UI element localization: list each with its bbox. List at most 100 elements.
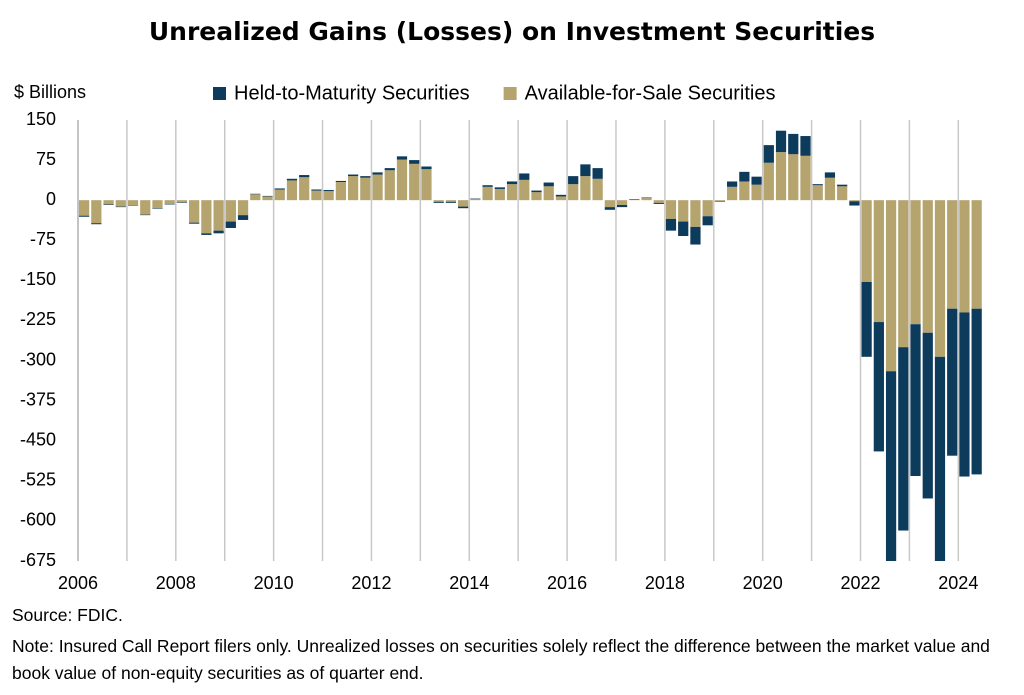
bar-segment bbox=[824, 177, 836, 201]
bar-segment bbox=[250, 194, 261, 201]
bar-segment bbox=[286, 180, 298, 201]
bar-segment bbox=[922, 200, 933, 333]
bar-segment bbox=[922, 332, 933, 499]
x-tick-label: 2016 bbox=[547, 573, 587, 593]
bar-segment bbox=[225, 221, 236, 228]
bar-segment bbox=[531, 190, 542, 193]
bar-segment bbox=[140, 214, 151, 216]
x-tick-label: 2014 bbox=[449, 573, 489, 593]
y-tick-label: 75 bbox=[36, 149, 56, 169]
bar-segment bbox=[494, 188, 505, 201]
bar-segment bbox=[665, 218, 677, 231]
bar-segment bbox=[788, 133, 799, 155]
y-axis-label: $ Billions bbox=[14, 82, 86, 102]
bar-segment bbox=[800, 136, 811, 156]
bar-segment bbox=[274, 188, 285, 190]
bar-segment bbox=[323, 191, 334, 201]
bar-segment bbox=[665, 200, 677, 219]
bar-segment bbox=[482, 186, 493, 201]
y-tick-label: -300 bbox=[20, 349, 56, 369]
bar-segment bbox=[506, 184, 518, 201]
bar-segment bbox=[396, 156, 408, 160]
bar-segment bbox=[115, 200, 126, 207]
bar-segment bbox=[580, 164, 591, 177]
bar-segment bbox=[91, 200, 102, 224]
bar-segment bbox=[176, 202, 188, 203]
x-tick-label: 2008 bbox=[156, 573, 196, 593]
bar-segment bbox=[678, 221, 689, 236]
bar-segment bbox=[641, 197, 652, 199]
x-tick-label: 2024 bbox=[938, 573, 978, 593]
bar-segment bbox=[384, 168, 395, 171]
bar-segment bbox=[898, 347, 909, 531]
bar-segment bbox=[201, 200, 212, 234]
bar-segment bbox=[788, 154, 799, 201]
y-tick-label: 0 bbox=[46, 189, 56, 209]
bar-segment bbox=[543, 186, 554, 201]
bar-segment bbox=[690, 200, 701, 227]
y-tick-label: -375 bbox=[20, 389, 56, 409]
x-tick-label: 2020 bbox=[743, 573, 783, 593]
bar-segment bbox=[335, 182, 346, 201]
bar-segment bbox=[79, 200, 90, 216]
bar-segment bbox=[519, 173, 530, 180]
bar-segment bbox=[164, 200, 175, 204]
bar-segment bbox=[861, 281, 872, 357]
y-tick-label: -150 bbox=[20, 269, 56, 289]
bar-segment bbox=[751, 176, 762, 185]
bar-segment bbox=[849, 200, 860, 202]
bar-segment bbox=[458, 200, 469, 207]
bar-segment bbox=[384, 170, 395, 201]
bar-segment bbox=[152, 200, 163, 209]
y-tick-label: -225 bbox=[20, 309, 56, 329]
bar-segment bbox=[262, 195, 273, 197]
bar-segment bbox=[873, 200, 884, 323]
bar-segment bbox=[800, 155, 811, 201]
bar-segment bbox=[311, 190, 322, 201]
bar-segment bbox=[91, 223, 102, 225]
bar-segment bbox=[311, 189, 322, 191]
bar-segment bbox=[323, 190, 334, 192]
bar-segment bbox=[445, 200, 457, 202]
bar-segment bbox=[79, 215, 90, 217]
bar-segment bbox=[127, 200, 139, 205]
x-tick-label: 2022 bbox=[840, 573, 880, 593]
bar-segment bbox=[763, 162, 774, 201]
bar-segment bbox=[262, 196, 273, 201]
bar-segment bbox=[690, 226, 701, 245]
bar-segment bbox=[653, 200, 664, 203]
bar-segment bbox=[971, 308, 982, 475]
bar-segment bbox=[433, 201, 444, 203]
bar-segment bbox=[885, 371, 897, 561]
y-tick-label: -525 bbox=[20, 470, 56, 490]
bar-segment bbox=[213, 200, 224, 231]
bar-segment bbox=[812, 184, 823, 186]
bar-segment bbox=[727, 181, 738, 187]
bar-segment bbox=[360, 176, 371, 178]
bar-segment bbox=[140, 200, 151, 215]
bar-segment bbox=[531, 192, 542, 201]
bar-segment bbox=[910, 324, 921, 477]
bar-segment bbox=[506, 181, 518, 185]
legend-label: Held-to-Maturity Securities bbox=[234, 82, 470, 104]
bar-segment bbox=[213, 230, 224, 234]
bar-segment bbox=[201, 233, 212, 235]
legend-label: Available-for-Sale Securities bbox=[525, 82, 776, 104]
bar-segment bbox=[299, 177, 310, 201]
bar-segment bbox=[421, 166, 432, 170]
legend-swatch bbox=[503, 87, 517, 100]
bar-segment bbox=[470, 199, 481, 201]
y-tick-label: -450 bbox=[20, 429, 56, 449]
bar-segment bbox=[433, 200, 444, 202]
bar-segment bbox=[335, 180, 346, 183]
bar-segment bbox=[616, 204, 628, 208]
bar-segment bbox=[286, 178, 298, 181]
bar-segment bbox=[714, 201, 726, 202]
bar-segment bbox=[103, 200, 114, 205]
bar-segment bbox=[189, 200, 200, 223]
bar-segment bbox=[494, 187, 505, 189]
bar-segment bbox=[959, 200, 970, 313]
bar-segment bbox=[775, 130, 787, 153]
bar-segment bbox=[360, 177, 371, 201]
bar-segment bbox=[372, 174, 383, 201]
